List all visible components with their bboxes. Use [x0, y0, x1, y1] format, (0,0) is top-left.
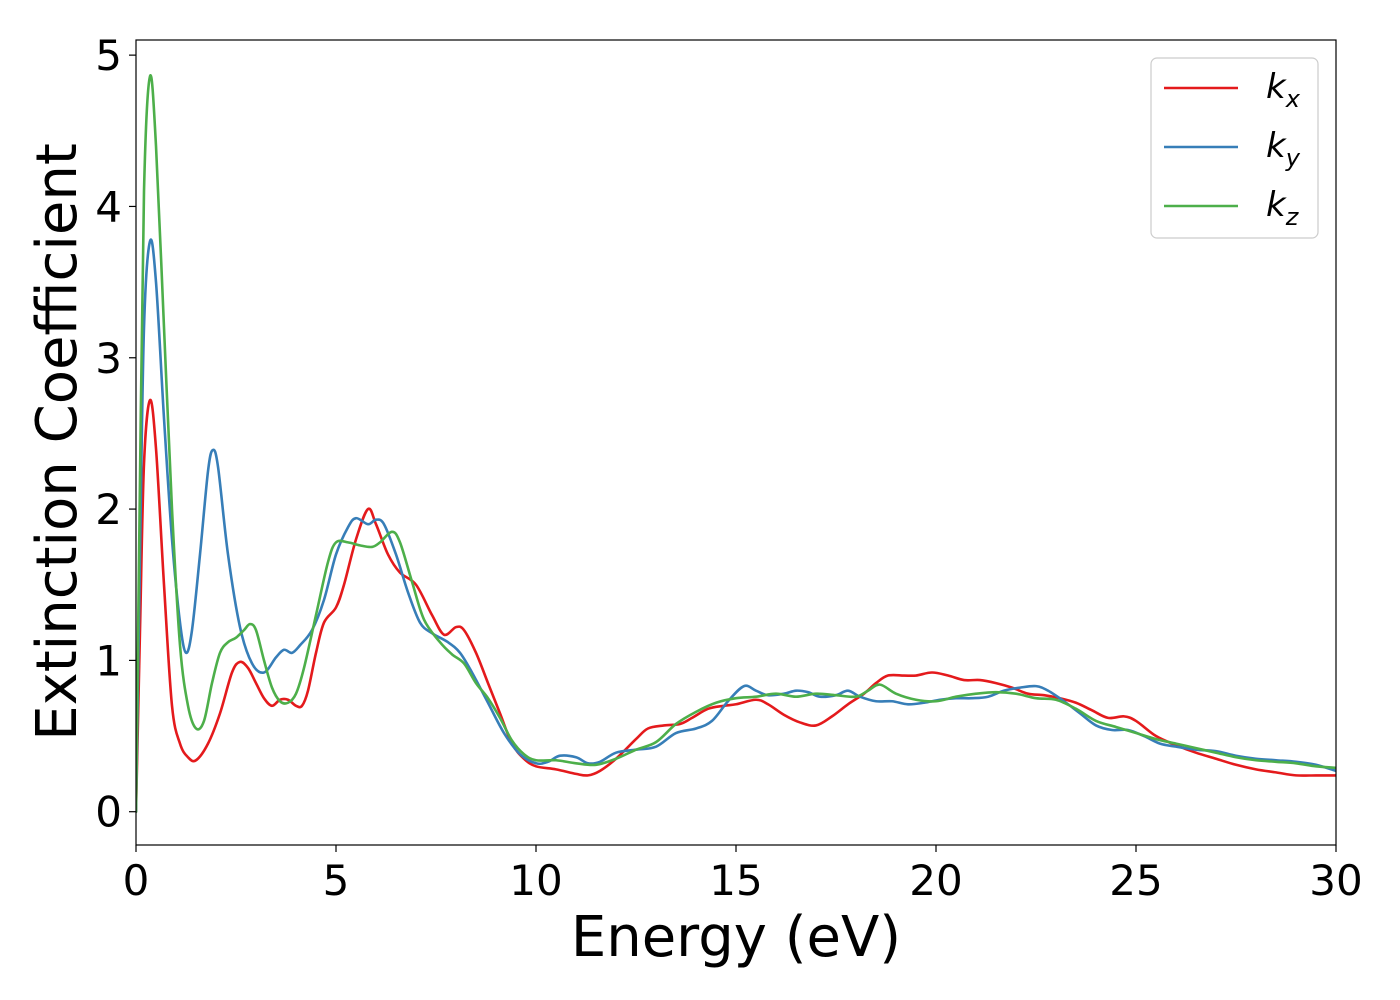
legend-label-ky: ky: [1266, 126, 1301, 172]
y-tick-label: 2: [95, 485, 122, 534]
x-tick-label: 5: [323, 856, 350, 905]
legend-label-kz: kz: [1266, 185, 1300, 231]
series-line-kz: [136, 73, 1336, 814]
y-axis-label: Extinction Coefficient: [25, 143, 90, 741]
y-tick-label: 3: [95, 334, 122, 383]
y-axis-ticks: 0 1 2 3 4 5: [95, 31, 136, 837]
y-tick-label: 0: [95, 788, 122, 837]
legend: kx ky kz: [1150, 57, 1319, 239]
plot-background: [136, 40, 1336, 845]
x-tick-label: 25: [1109, 856, 1162, 905]
series-line-ky: [136, 238, 1336, 814]
x-axis-ticks: 0 5 10 15 20 25 30: [123, 845, 1363, 905]
x-tick-label: 10: [509, 856, 562, 905]
x-tick-label: 0: [123, 856, 150, 905]
x-tick-label: 20: [909, 856, 962, 905]
series-line-kx: [136, 398, 1336, 814]
x-tick-label: 30: [1309, 856, 1362, 905]
x-tick-label: 15: [709, 856, 762, 905]
y-tick-label: 4: [95, 182, 122, 231]
y-tick-label: 5: [95, 31, 122, 80]
legend-label-kx: kx: [1266, 67, 1301, 113]
y-tick-label: 1: [95, 636, 122, 685]
x-axis-label: Energy (eV): [571, 905, 901, 970]
series-layer: [136, 73, 1336, 814]
